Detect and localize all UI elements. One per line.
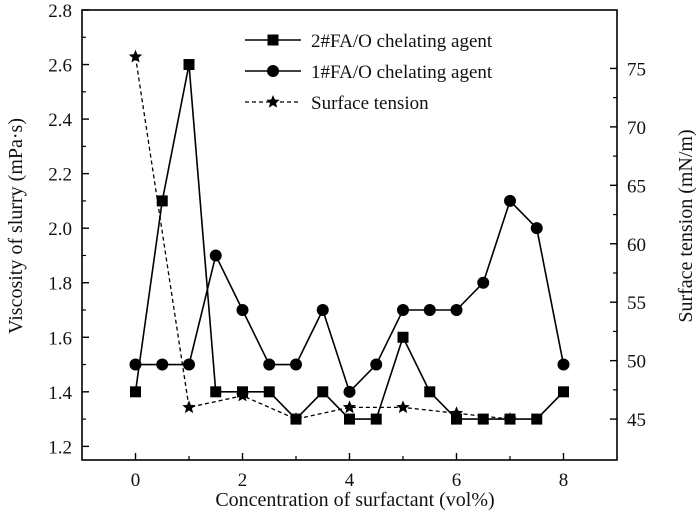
data-point <box>424 386 436 398</box>
series-3 <box>128 49 517 425</box>
data-point <box>557 358 570 371</box>
data-point <box>316 304 329 316</box>
legend-marker <box>267 34 279 46</box>
data-point <box>370 358 383 371</box>
legend-label: 1#FA/O chelating agent <box>311 62 493 83</box>
data-point <box>450 304 463 316</box>
series-1 <box>130 59 569 425</box>
left-y-tick-label: 2.4 <box>48 110 72 131</box>
data-point <box>530 222 543 235</box>
series-line <box>134 64 565 421</box>
left-y-tick-label: 2.2 <box>48 165 72 186</box>
left-y-tick-label: 1.8 <box>48 274 72 295</box>
data-point <box>263 358 276 371</box>
x-tick-label: 4 <box>345 470 355 491</box>
data-point <box>531 413 543 425</box>
data-point <box>477 276 490 289</box>
right-y-axis: 45 50 55 60 65 70 75 <box>610 59 646 431</box>
data-point <box>504 194 516 207</box>
data-point <box>129 358 142 371</box>
data-point <box>263 386 275 398</box>
left-y-tick-label: 2.0 <box>48 219 72 240</box>
data-point <box>183 59 195 71</box>
data-point <box>182 400 196 414</box>
right-y-tick-label: 60 <box>627 235 646 256</box>
legend: 2#FA/O chelating agent 1#FA/O chelating a… <box>245 31 493 114</box>
data-point <box>183 358 195 371</box>
data-point <box>344 413 355 425</box>
legend-label: 2#FA/O chelating agent <box>311 31 493 52</box>
x-axis: 0 2 4 6 8 <box>131 453 569 491</box>
data-point <box>210 386 222 398</box>
right-y-tick-label: 70 <box>627 118 646 139</box>
data-point <box>558 386 569 398</box>
data-point <box>130 386 141 398</box>
data-point <box>396 400 410 414</box>
data-point <box>451 413 462 425</box>
data-point <box>209 249 222 262</box>
data-point <box>449 406 464 419</box>
right-y-tick-label: 55 <box>627 293 646 314</box>
data-point <box>317 386 329 398</box>
x-axis-title: Concentration of surfactant (vol%) <box>215 489 494 511</box>
x-tick-label: 8 <box>559 470 569 491</box>
legend-marker <box>267 65 279 77</box>
data-point <box>235 388 250 402</box>
left-y-tick-label: 1.6 <box>48 328 72 349</box>
x-tick-label: 2 <box>238 470 248 491</box>
left-y-tick-label: 2.6 <box>48 56 72 77</box>
left-y-axis-title: Viscosity of slurry (mPa·s) <box>5 118 27 334</box>
left-y-axis: 1.2 1.4 1.6 1.8 2.0 2.2 2.4 2.6 2.8 <box>48 1 89 458</box>
left-y-tick-label: 1.2 <box>48 437 72 458</box>
right-y-tick-label: 50 <box>627 352 646 373</box>
data-point <box>156 358 169 371</box>
data-point <box>342 400 357 414</box>
data-point <box>236 304 249 316</box>
left-y-tick-label: 2.8 <box>48 1 72 22</box>
right-y-axis-title: Surface tension (mN/m) <box>675 129 697 322</box>
left-y-tick-label: 1.4 <box>48 383 72 404</box>
x-tick-label: 6 <box>452 470 462 491</box>
data-point <box>397 331 409 343</box>
data-point <box>370 413 382 425</box>
legend-label: Surface tension <box>311 93 429 114</box>
data-point <box>128 49 143 63</box>
data-point <box>290 358 302 371</box>
data-point <box>397 304 409 316</box>
x-tick-label: 0 <box>131 470 141 491</box>
data-point <box>343 385 356 398</box>
series-layer <box>128 49 570 425</box>
series-line <box>135 199 565 394</box>
right-y-tick-label: 65 <box>627 176 646 197</box>
legend-marker <box>266 95 280 108</box>
data-point <box>503 412 517 425</box>
series-2 <box>129 194 570 398</box>
data-point <box>289 412 303 425</box>
data-point <box>156 195 168 207</box>
data-point <box>477 413 489 425</box>
data-point <box>423 304 436 316</box>
right-y-tick-label: 75 <box>627 59 646 80</box>
right-y-tick-label: 45 <box>627 410 646 431</box>
